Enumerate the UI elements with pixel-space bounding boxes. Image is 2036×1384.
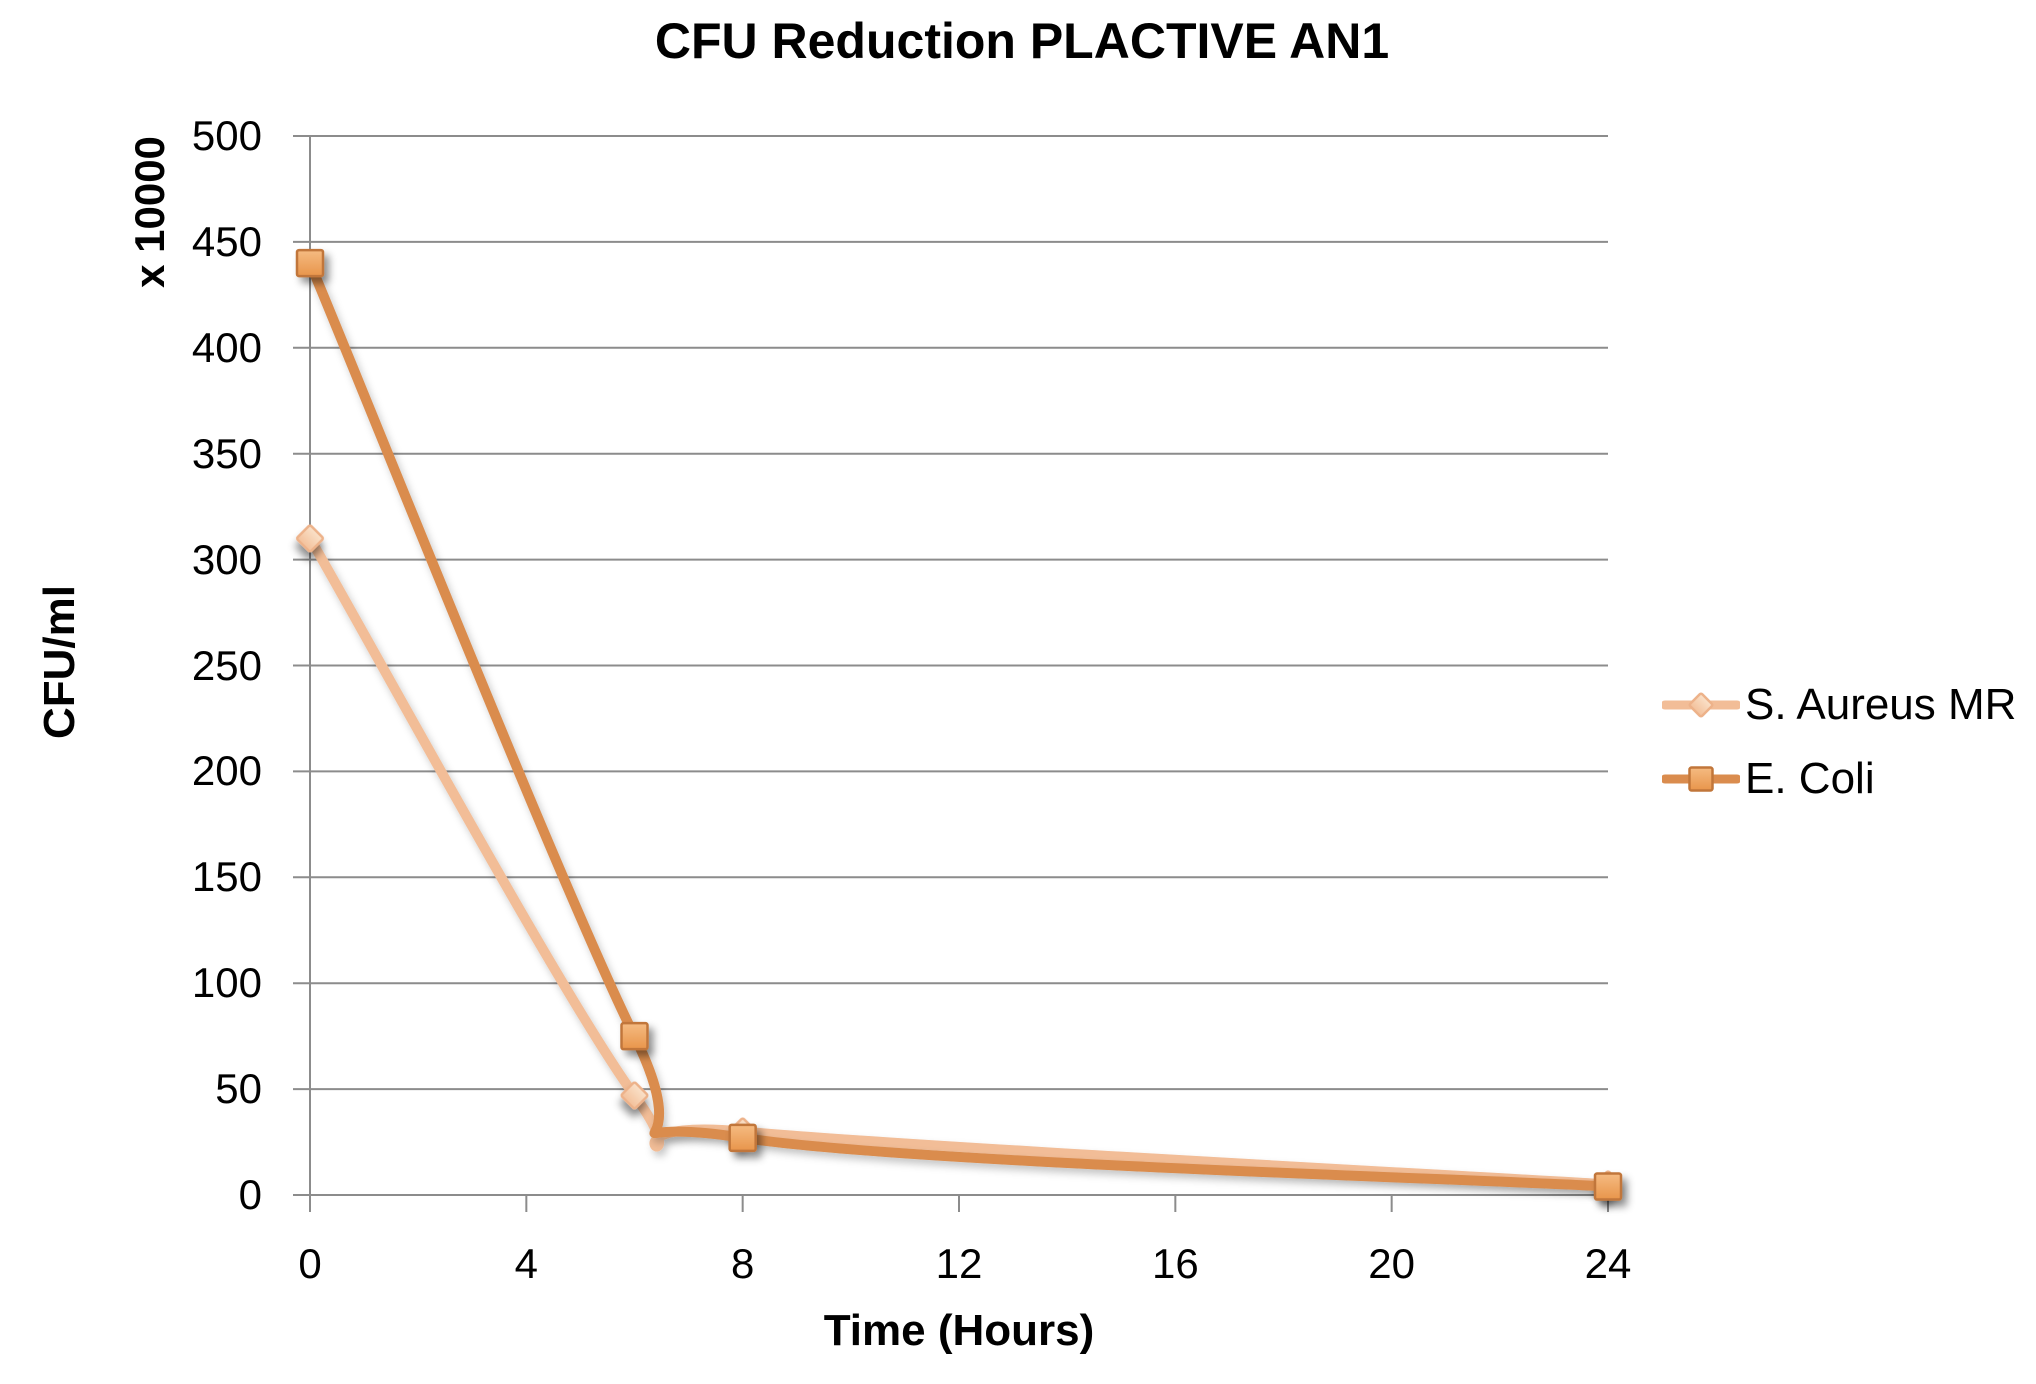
square-marker-icon	[728, 1123, 757, 1153]
y-tick-label-200: 200	[191, 747, 262, 795]
diamond-marker-icon	[1688, 692, 1714, 718]
legend-entry-e-coli: E. Coli	[1662, 742, 2016, 816]
square-marker-icon	[620, 1021, 649, 1051]
square-marker-icon	[295, 248, 325, 278]
y-tick-label-400: 400	[191, 323, 262, 371]
square-marker-icon	[1688, 766, 1714, 792]
series-e-coli	[295, 248, 1623, 1201]
legend-entry-s-aureus: S. Aureus MR	[1662, 668, 2016, 742]
y-axis-title: CFU/ml	[35, 585, 84, 739]
x-tick-label-8: 8	[730, 1240, 755, 1287]
series-line	[305, 258, 1613, 1192]
y-tick-label-0: 0	[238, 1171, 262, 1218]
y-tick-label-450: 450	[191, 217, 262, 265]
x-tick-label-4: 4	[514, 1240, 538, 1287]
y-tick-label-50: 50	[215, 1065, 262, 1113]
legend-marker-square-icon	[1662, 766, 1740, 792]
series-s-aureus-mr	[295, 524, 1623, 1199]
chart-title: CFU Reduction PLACTIVE AN1	[654, 13, 1390, 69]
y-tick-label-350: 350	[191, 429, 262, 477]
legend-label-e-coli: E. Coli	[1745, 754, 1875, 803]
x-tick-label-16: 16	[1151, 1240, 1199, 1287]
x-axis-title: Time (Hours)	[823, 1306, 1095, 1355]
diamond-marker-icon	[295, 524, 325, 553]
y-tick-label-150: 150	[191, 853, 262, 901]
x-tick-label-0: 0	[298, 1240, 322, 1287]
legend-label-s-aureus: S. Aureus MR	[1745, 680, 2017, 729]
x-tick-label-24: 24	[1584, 1240, 1632, 1287]
x-tick-label-12: 12	[935, 1240, 983, 1287]
y-tick-label-500: 500	[191, 112, 262, 159]
legend-marker-diamond-icon	[1662, 692, 1740, 718]
y-tick-label-300: 300	[191, 535, 262, 583]
legend: S. Aureus MR E. Coli	[1662, 668, 2016, 816]
y-tick-label-100: 100	[191, 959, 262, 1007]
series-line	[305, 533, 1613, 1190]
diamond-marker-icon	[620, 1081, 649, 1110]
x-tick-label-20: 20	[1368, 1240, 1416, 1287]
square-marker-icon	[1593, 1172, 1623, 1201]
y-tick-label-250: 250	[191, 641, 262, 689]
